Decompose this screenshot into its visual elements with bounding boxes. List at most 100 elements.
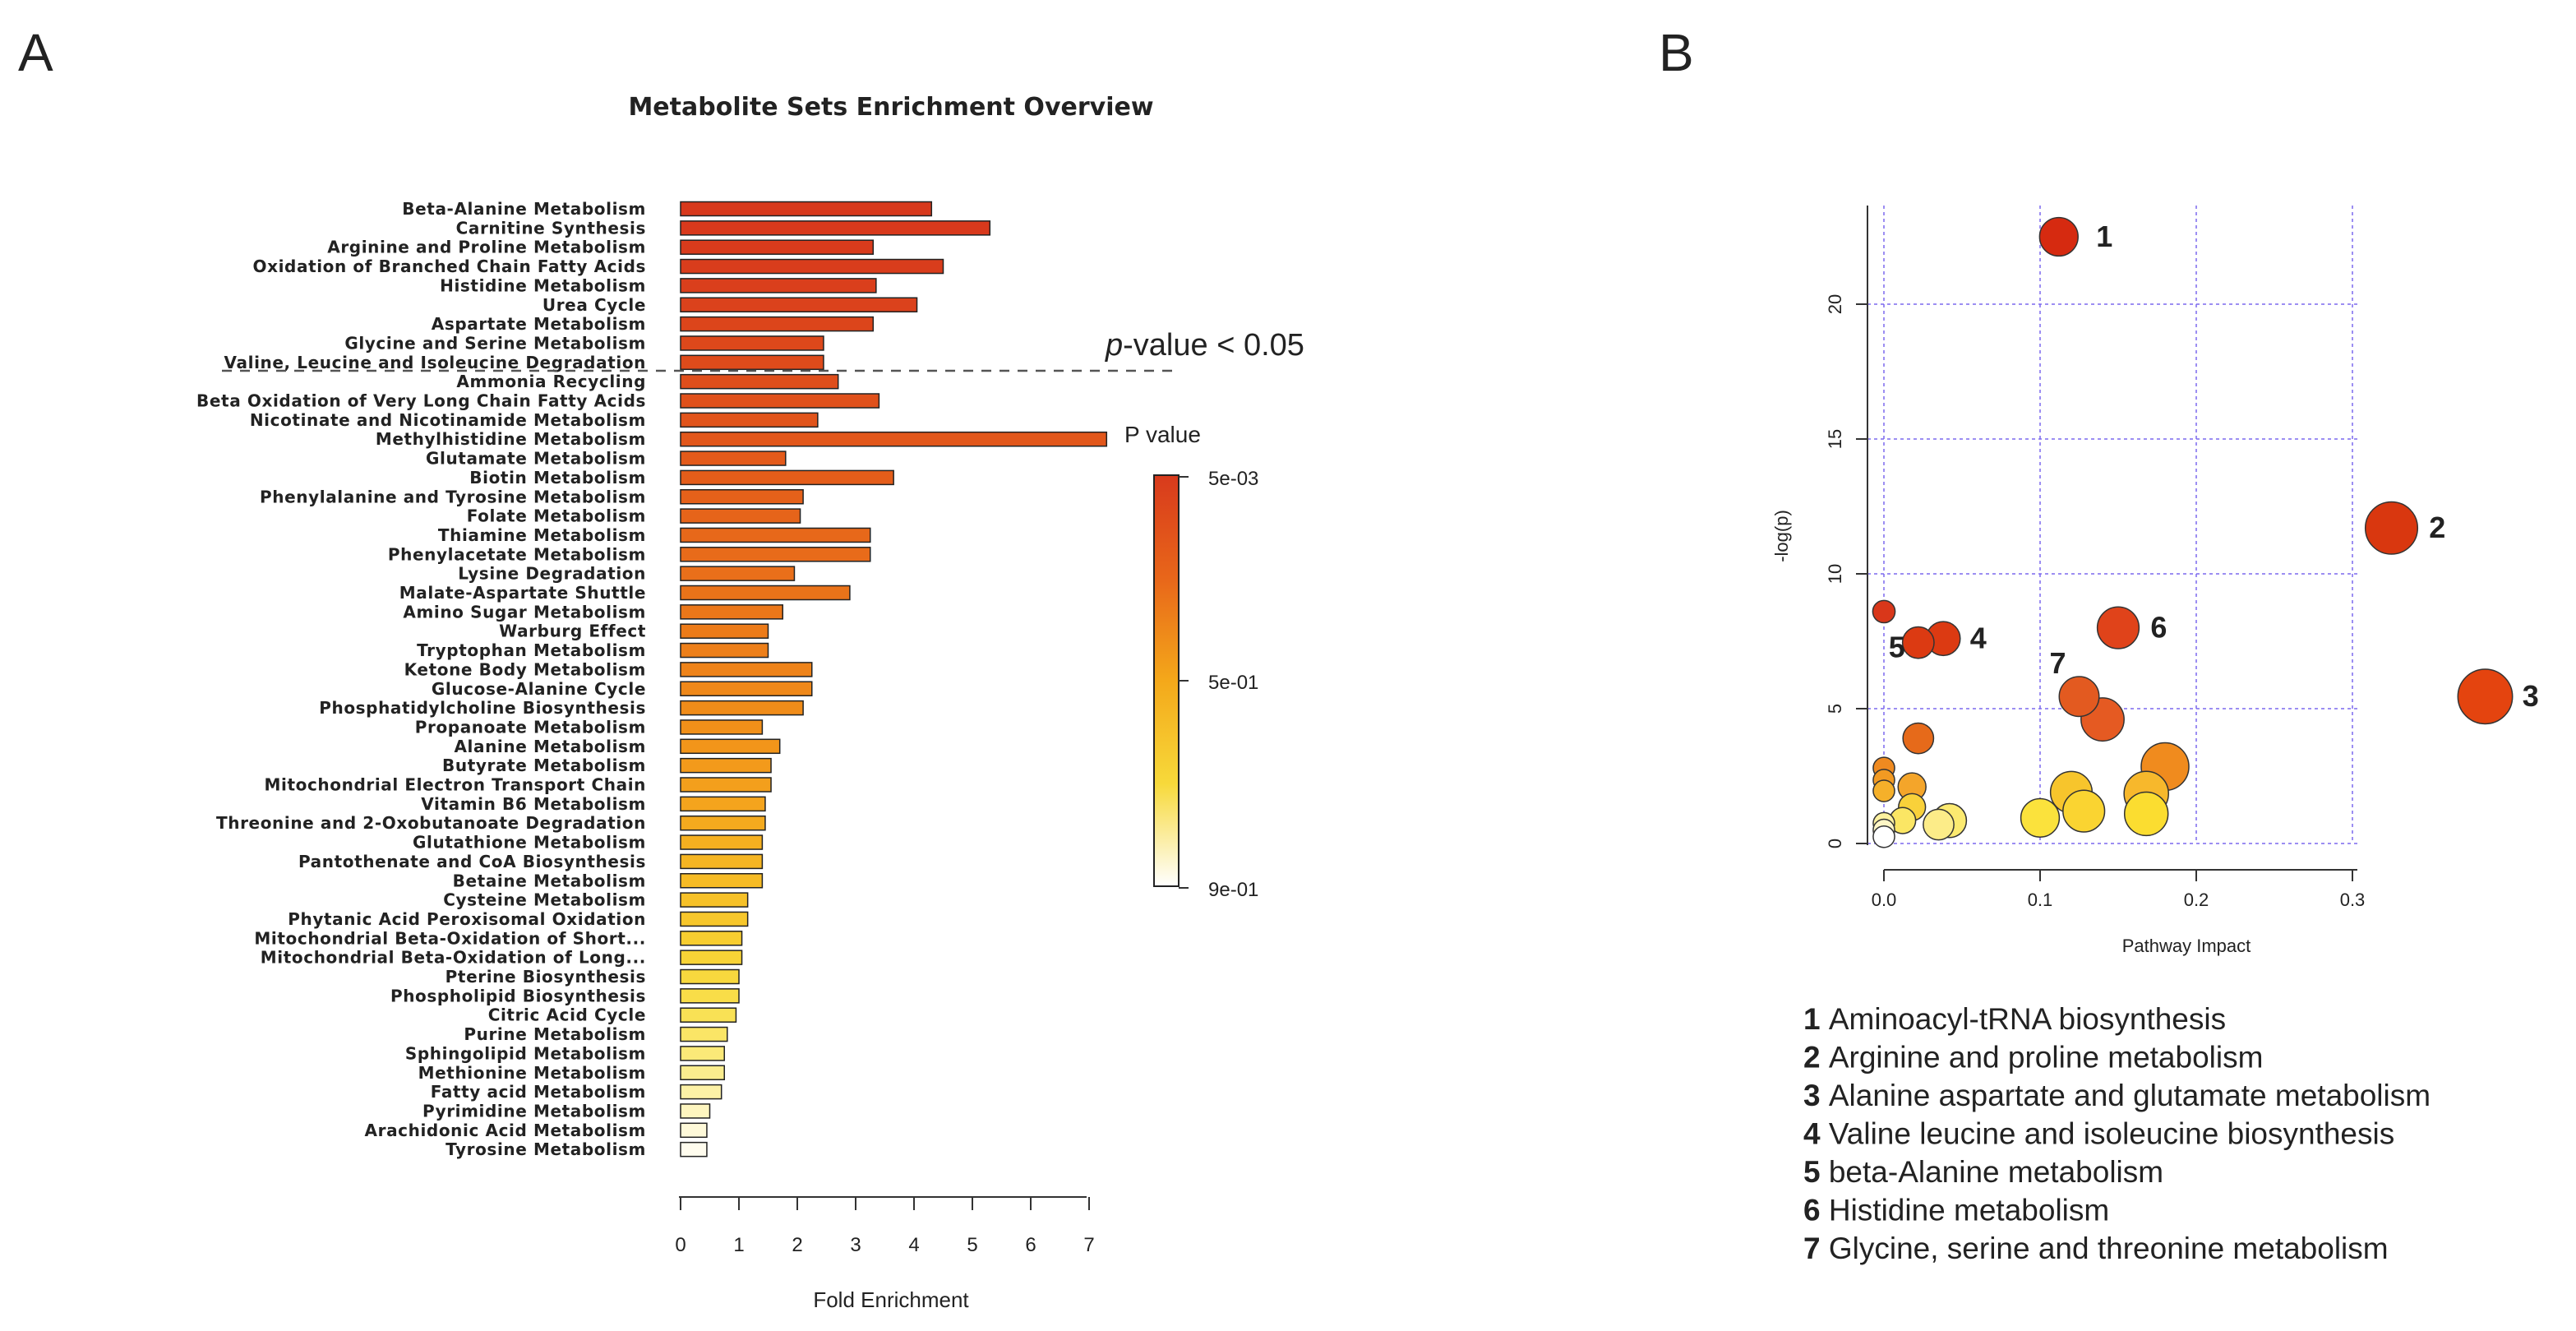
pvalue-legend: P value 5e-03 5e-01 9e-01 bbox=[1124, 422, 1258, 901]
bar-series bbox=[680, 201, 1108, 1158]
bar-x-tick-label: 3 bbox=[850, 1234, 861, 1256]
bar-label: Phytanic Acid Peroxisomal Oxidation bbox=[288, 909, 646, 929]
scatter-x-tick-label: 0.2 bbox=[2184, 890, 2209, 910]
bar bbox=[680, 431, 1108, 447]
bar bbox=[680, 469, 894, 486]
bar-label: Warburg Effect bbox=[499, 622, 646, 641]
panel-a-label: A bbox=[18, 23, 53, 82]
scatter-point-number: 5 bbox=[1889, 631, 1905, 664]
bar-label: Phospholipid Biosynthesis bbox=[390, 986, 646, 1005]
bar bbox=[680, 489, 804, 505]
scatter-point bbox=[1901, 626, 1935, 659]
panel-b-label: B bbox=[1659, 23, 1694, 82]
scatter-y-ticks: 0 5 10 15 20 bbox=[1825, 294, 1867, 848]
scatter-point bbox=[1872, 825, 1895, 848]
bar-label: Pterine Biosynthesis bbox=[445, 967, 646, 987]
legend-colorbar bbox=[1153, 474, 1180, 887]
bar bbox=[680, 681, 813, 696]
bar-label: Alanine Metabolism bbox=[454, 737, 646, 756]
bar bbox=[680, 777, 772, 793]
bar bbox=[680, 335, 824, 351]
bar-label: Arachidonic Acid Metabolism bbox=[365, 1121, 646, 1140]
bar bbox=[680, 1007, 737, 1023]
scatter-point bbox=[2096, 606, 2140, 649]
scatter-point bbox=[1872, 599, 1896, 624]
bar-label: Methylhistidine Metabolism bbox=[376, 429, 646, 449]
scatter-point-number: 2 bbox=[2429, 511, 2445, 544]
bar bbox=[680, 719, 764, 735]
bar bbox=[680, 988, 740, 1004]
bar-label: Sphingolipid Metabolism bbox=[405, 1043, 646, 1063]
bar-x-tick-label: 2 bbox=[792, 1234, 802, 1256]
bar bbox=[680, 373, 839, 390]
bar-label: Beta Oxidation of Very Long Chain Fatty … bbox=[196, 391, 646, 411]
bar bbox=[680, 950, 743, 965]
pathway-key-item: 4 Valine leucine and isoleucine biosynth… bbox=[1803, 1117, 2394, 1151]
bar-label: Betaine Metabolism bbox=[453, 871, 646, 890]
bar bbox=[680, 931, 743, 946]
bar-label: Amino Sugar Metabolism bbox=[403, 602, 646, 622]
bar-label: Nicotinate and Nicotinamide Metabolism bbox=[250, 410, 646, 430]
bar-label: Butyrate Metabolism bbox=[442, 756, 646, 775]
bar-label: Glutamate Metabolism bbox=[426, 449, 646, 469]
bar bbox=[680, 239, 875, 255]
bar bbox=[680, 527, 871, 543]
bar-label: Methionine Metabolism bbox=[418, 1063, 646, 1083]
scatter-y-tick-label: 15 bbox=[1825, 429, 1845, 449]
scatter-y-tick-label: 0 bbox=[1825, 839, 1845, 848]
significance-label: p-value < 0.05 bbox=[1105, 328, 1304, 363]
scatter-point-number: 6 bbox=[2150, 611, 2167, 645]
scatter-x-ticks: 0.0 0.1 0.2 0.3 bbox=[1872, 870, 2365, 910]
scatter-point bbox=[2038, 216, 2079, 257]
bar-label: Threonine and 2-Oxobutanoate Degradation bbox=[216, 813, 646, 833]
bar-label: Purine Metabolism bbox=[464, 1024, 646, 1044]
scatter-point bbox=[1923, 808, 1955, 841]
scatter-y-tick-label: 10 bbox=[1825, 564, 1845, 584]
bar bbox=[680, 566, 796, 581]
bar bbox=[680, 1122, 708, 1139]
bar-x-tick-label: 7 bbox=[1083, 1234, 1094, 1256]
scatter-y-axis-title: -log(p) bbox=[1771, 510, 1792, 562]
bar-label: Phosphatidylcholine Biosynthesis bbox=[319, 698, 646, 718]
bar bbox=[680, 201, 933, 217]
bar-label: Glycine and Serine Metabolism bbox=[344, 333, 646, 353]
bar-label: Mitochondrial Beta-Oxidation of Long... bbox=[261, 948, 646, 968]
bar bbox=[680, 393, 880, 409]
bar-label: Urea Cycle bbox=[542, 295, 646, 315]
bar bbox=[680, 297, 918, 312]
scatter-point bbox=[2020, 797, 2061, 838]
bar-x-tick-label: 6 bbox=[1025, 1234, 1036, 1256]
bar-x-tick-label: 0 bbox=[675, 1234, 686, 1256]
bar bbox=[680, 892, 749, 908]
bar-x-tick-label: 1 bbox=[733, 1234, 744, 1256]
bar bbox=[680, 815, 766, 831]
bar-label: Tyrosine Metabolism bbox=[445, 1139, 646, 1159]
bar-label: Fatty acid Metabolism bbox=[431, 1082, 646, 1102]
bar bbox=[680, 412, 819, 428]
bar bbox=[680, 585, 851, 601]
bar-label: Beta-Alanine Metabolism bbox=[402, 199, 646, 219]
scatter-y-tick-label: 20 bbox=[1825, 294, 1845, 314]
bar bbox=[680, 873, 764, 889]
bar bbox=[680, 604, 783, 620]
bar-label: Phenylacetate Metabolism bbox=[388, 544, 646, 564]
pathway-key: 1 Aminoacyl-tRNA biosynthesis 2 Arginine … bbox=[1803, 1002, 2431, 1265]
pathway-key-item: 3 Alanine aspartate and glutamate metabo… bbox=[1803, 1079, 2431, 1112]
scatter-point bbox=[2062, 789, 2106, 833]
legend-label: 5e-03 bbox=[1208, 468, 1258, 490]
bar bbox=[680, 1065, 725, 1080]
bar-label: Glucose-Alanine Cycle bbox=[432, 679, 646, 699]
bar bbox=[680, 662, 813, 677]
bar-label: Malate-Aspartate Shuttle bbox=[399, 583, 646, 603]
scatter-point-number: 7 bbox=[2050, 646, 2066, 680]
bar-x-ticks: 0 1 2 3 4 5 6 7 bbox=[675, 1197, 1095, 1256]
bar-label: Vitamin B6 Metabolism bbox=[421, 794, 646, 814]
pathway-key-item: 2 Arginine and proline metabolism bbox=[1803, 1041, 2263, 1075]
scatter-y-tick-label: 5 bbox=[1825, 704, 1845, 714]
legend-labels: 5e-03 5e-01 9e-01 bbox=[1179, 468, 1258, 901]
enrichment-bar-chart: Metabolite Sets Enrichment Overview Beta… bbox=[196, 93, 1304, 1312]
bar-label: Aspartate Metabolism bbox=[432, 314, 646, 334]
legend-title: P value bbox=[1124, 422, 1201, 447]
